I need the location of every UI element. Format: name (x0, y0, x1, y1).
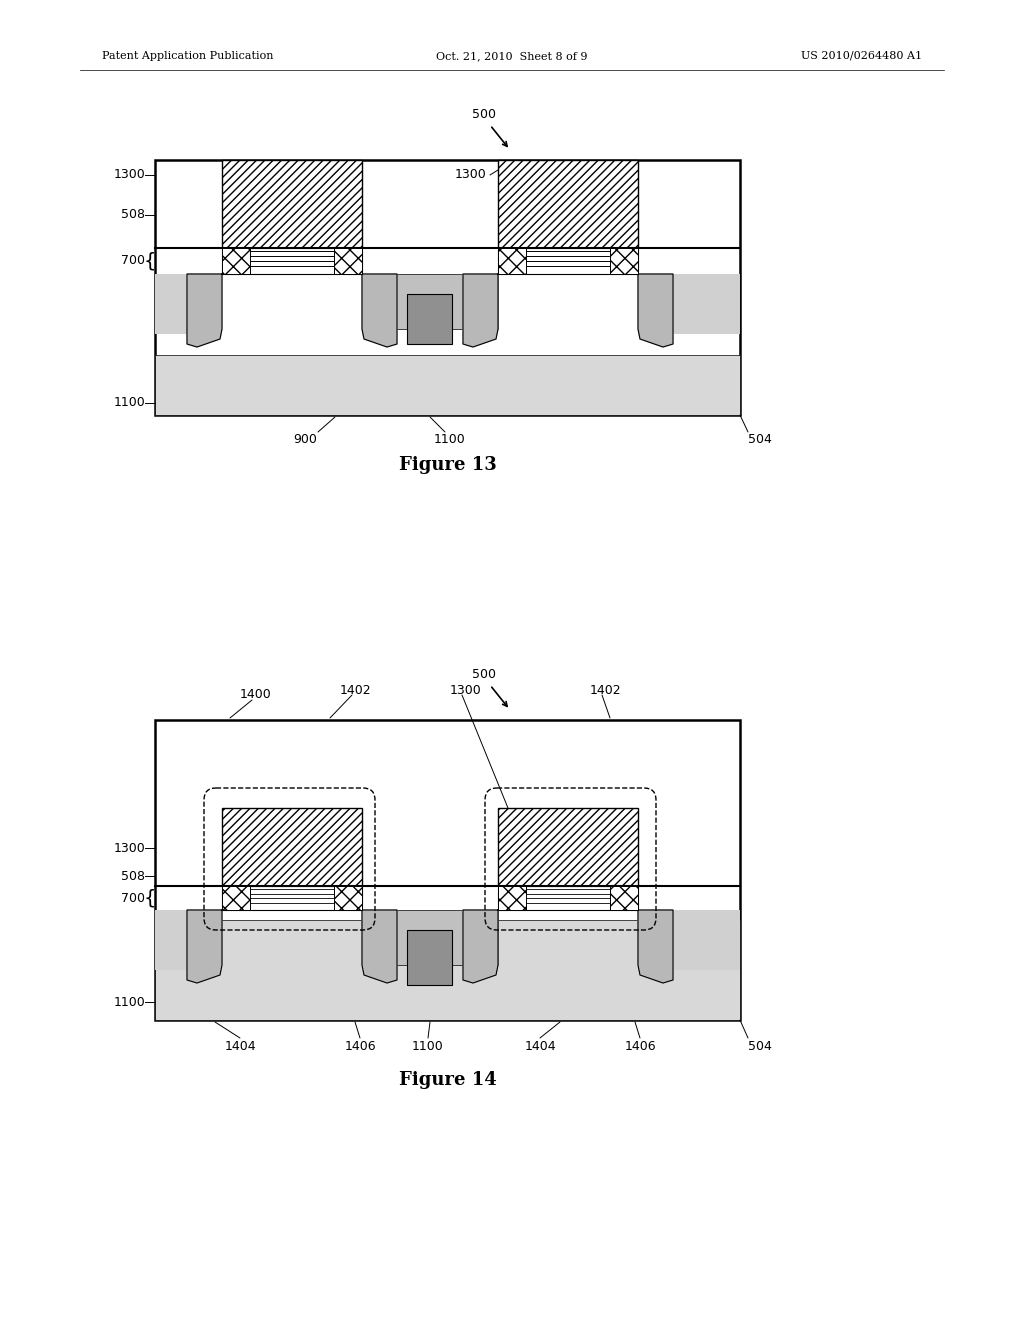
Polygon shape (638, 275, 673, 347)
Bar (362, 275, 498, 329)
Polygon shape (187, 275, 222, 347)
Bar (638, 909, 740, 970)
Bar (155, 909, 222, 970)
Text: 500: 500 (472, 668, 496, 681)
Bar (155, 160, 740, 414)
Text: US 2010/0264480 A1: US 2010/0264480 A1 (801, 51, 922, 61)
Text: 508: 508 (121, 209, 145, 222)
Bar (222, 808, 362, 886)
Text: 1300: 1300 (114, 842, 145, 854)
Text: 1300: 1300 (450, 684, 481, 697)
Text: 900: 900 (293, 433, 317, 446)
Text: 1100: 1100 (434, 433, 466, 446)
Polygon shape (463, 909, 498, 983)
Text: 500: 500 (472, 108, 496, 121)
Polygon shape (362, 275, 397, 347)
Polygon shape (638, 909, 673, 983)
Bar (155, 355, 740, 414)
Bar (498, 808, 638, 886)
Bar (498, 248, 526, 275)
Bar (407, 931, 452, 985)
Bar (498, 160, 638, 248)
Bar (222, 248, 250, 275)
Text: 504: 504 (748, 433, 772, 446)
Bar (362, 909, 498, 965)
Bar (222, 160, 362, 248)
Bar (334, 886, 362, 909)
Bar (334, 248, 362, 275)
Bar (222, 886, 250, 909)
Text: 1402: 1402 (590, 684, 622, 697)
Text: Oct. 21, 2010  Sheet 8 of 9: Oct. 21, 2010 Sheet 8 of 9 (436, 51, 588, 61)
Text: {: { (143, 252, 157, 271)
Text: Figure 14: Figure 14 (398, 1071, 497, 1089)
Text: 1300: 1300 (455, 169, 486, 181)
Polygon shape (362, 909, 397, 983)
Text: 508: 508 (121, 870, 145, 883)
Bar (610, 886, 638, 909)
Bar (610, 248, 638, 275)
Bar (222, 886, 362, 909)
Text: 504: 504 (748, 1040, 772, 1053)
Text: 700: 700 (121, 891, 145, 904)
Text: 1404: 1404 (524, 1040, 556, 1053)
Text: Patent Application Publication: Patent Application Publication (102, 51, 273, 61)
Text: {: { (143, 888, 157, 908)
Bar (155, 275, 222, 334)
Bar (407, 294, 452, 345)
Text: 1406: 1406 (625, 1040, 655, 1053)
Bar (155, 920, 740, 1020)
Text: 1100: 1100 (412, 1040, 443, 1053)
Text: 1404: 1404 (224, 1040, 256, 1053)
Text: Figure 13: Figure 13 (398, 455, 497, 474)
Bar (222, 248, 362, 275)
Bar (498, 886, 526, 909)
Bar (498, 886, 638, 909)
Bar (638, 275, 740, 334)
Text: 1406: 1406 (344, 1040, 376, 1053)
Bar (155, 719, 740, 1020)
Text: 1300: 1300 (114, 169, 145, 181)
Polygon shape (187, 909, 222, 983)
Text: 1400: 1400 (240, 689, 271, 701)
Text: 700: 700 (121, 255, 145, 268)
Text: 1100: 1100 (114, 995, 145, 1008)
Text: 1100: 1100 (114, 396, 145, 409)
Polygon shape (463, 275, 498, 347)
Bar (498, 248, 638, 275)
Text: 1402: 1402 (340, 684, 372, 697)
